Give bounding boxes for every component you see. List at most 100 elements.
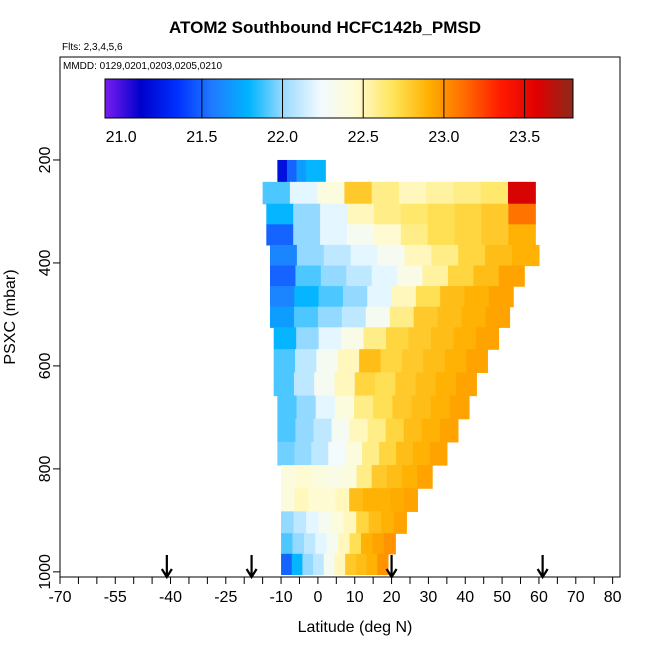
heat-cell [390, 488, 405, 512]
heat-cell [317, 181, 346, 205]
heat-cell [296, 465, 312, 489]
heat-cell [335, 488, 350, 512]
heat-cell [277, 441, 295, 466]
heat-cell [431, 327, 455, 350]
heat-cell [289, 181, 318, 205]
heat-cell [262, 181, 291, 205]
heat-cell [367, 286, 393, 308]
heat-cell [447, 265, 474, 287]
heat-cell [296, 159, 307, 183]
heat-cell [338, 533, 351, 555]
heat-cell [366, 553, 378, 576]
heat-cell [349, 533, 362, 555]
heat-cell [458, 244, 486, 267]
heat-cell [373, 203, 402, 225]
x-tick-label: 40 [456, 589, 474, 606]
heat-cell [377, 244, 406, 267]
heat-cell [404, 244, 432, 267]
heat-cell [270, 244, 298, 267]
heat-cell [293, 203, 321, 225]
heat-cell [396, 441, 414, 466]
flight-marker-arrow [160, 555, 173, 580]
heat-cell [403, 488, 418, 512]
heat-cell [461, 306, 487, 328]
y-axis-title: PSXC (mbar) [2, 269, 19, 364]
heat-cell [293, 511, 307, 534]
heat-cell [431, 244, 459, 267]
heat-cell [391, 286, 417, 308]
heat-cell [481, 224, 509, 246]
heat-cell [294, 441, 312, 466]
heat-cell [481, 203, 509, 225]
heat-cell [368, 511, 382, 534]
heat-cell [328, 441, 346, 466]
heat-cell [295, 349, 318, 373]
x-tick-label: 20 [383, 589, 401, 606]
heat-cell [473, 265, 500, 287]
heat-cell [379, 441, 397, 466]
heat-cell [311, 441, 329, 466]
colorbar [104, 78, 574, 119]
heat-cell [317, 306, 343, 328]
heat-cell [315, 395, 336, 420]
flights-label: Flts: 2,3,4,5,6 [62, 42, 123, 53]
heat-cell [318, 286, 344, 308]
heat-cell [277, 418, 297, 443]
heat-cell [311, 465, 327, 489]
heat-cell [313, 418, 333, 443]
x-tick-label: 30 [420, 589, 438, 606]
heat-cell [454, 224, 483, 246]
heat-cell [341, 306, 367, 328]
x-tick-label: -70 [48, 589, 71, 606]
heat-cell [453, 181, 482, 205]
heat-cell [331, 511, 345, 534]
heat-cell [415, 372, 437, 397]
heat-cell [315, 533, 328, 555]
dates-label: MMDD: 0129,0201,0203,0205,0210 [63, 61, 223, 72]
heat-cell [270, 265, 297, 287]
heat-cell [343, 511, 357, 534]
x-tick-label: 60 [530, 589, 548, 606]
colorbar-tick-label: 22.0 [267, 129, 298, 146]
heat-cell [342, 286, 368, 308]
heat-cell [281, 533, 294, 555]
heat-cell [427, 203, 456, 225]
heat-cell [488, 286, 514, 308]
heat-cell [281, 511, 295, 534]
heat-cell [296, 327, 320, 350]
heat-cell [318, 511, 332, 534]
heat-cell [306, 511, 320, 534]
heat-cell [359, 349, 382, 373]
heat-cell [323, 244, 352, 267]
heat-cell [485, 306, 511, 328]
heat-cell [320, 203, 348, 225]
x-tick-label: -25 [214, 589, 237, 606]
heat-cell [412, 441, 431, 466]
heat-cell [277, 159, 288, 183]
flight-marker-arrow [245, 555, 258, 580]
heat-cell [345, 441, 363, 466]
heat-cell [400, 224, 429, 246]
heat-cell [296, 244, 325, 267]
heat-cell [371, 265, 398, 287]
heat-cell [341, 465, 358, 489]
heat-cell [385, 418, 405, 443]
heat-cell [475, 327, 500, 350]
heat-cell [508, 181, 536, 205]
heat-cell [466, 349, 488, 373]
heat-cell [354, 395, 374, 420]
x-tick-label: -40 [159, 589, 182, 606]
heat-cell [334, 395, 355, 420]
heat-cell [439, 418, 459, 443]
heat-cell [411, 395, 432, 420]
heat-cell [397, 265, 424, 287]
heat-cell [381, 511, 395, 534]
heat-cell [413, 306, 439, 328]
heat-cell [302, 553, 314, 576]
heat-cell [273, 327, 297, 350]
heat-cell [444, 349, 467, 373]
heat-cell [349, 418, 369, 443]
heat-cell [344, 181, 373, 205]
heat-cell [426, 181, 455, 205]
heat-cell [295, 265, 322, 287]
